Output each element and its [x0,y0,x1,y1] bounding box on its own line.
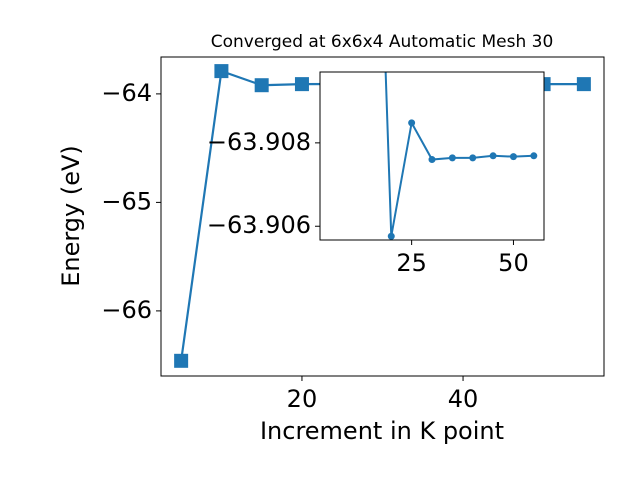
marker [408,119,416,127]
marker [576,77,591,92]
plot-area [384,72,538,240]
axes-frame [319,71,545,241]
chart-title: Converged at 6x6x4 Automatic Mesh 30 [211,32,554,52]
marker [214,64,229,79]
x-axis-label: Increment in K point [260,417,504,445]
y-tick-label: −64 [101,79,152,107]
marker [254,78,269,93]
marker [428,156,436,164]
x-tick-label: 50 [498,249,529,277]
x-tick-label: 25 [396,249,427,277]
marker [448,154,456,162]
marker [174,353,189,368]
marker [469,154,477,162]
y-tick-label: −63.908 [207,128,311,156]
y-tick-label: −65 [101,187,152,215]
marker [294,77,309,92]
marker [530,152,538,160]
axes-frame [160,56,605,377]
marker [387,232,395,240]
y-tick-label: −63.906 [207,211,311,239]
marker [489,152,497,160]
marker [509,153,517,161]
x-tick-label: 40 [448,385,479,413]
y-axis-label: Energy (eV) [57,145,85,287]
y-tick-label: −66 [101,296,152,324]
x-tick-label: 20 [287,385,318,413]
